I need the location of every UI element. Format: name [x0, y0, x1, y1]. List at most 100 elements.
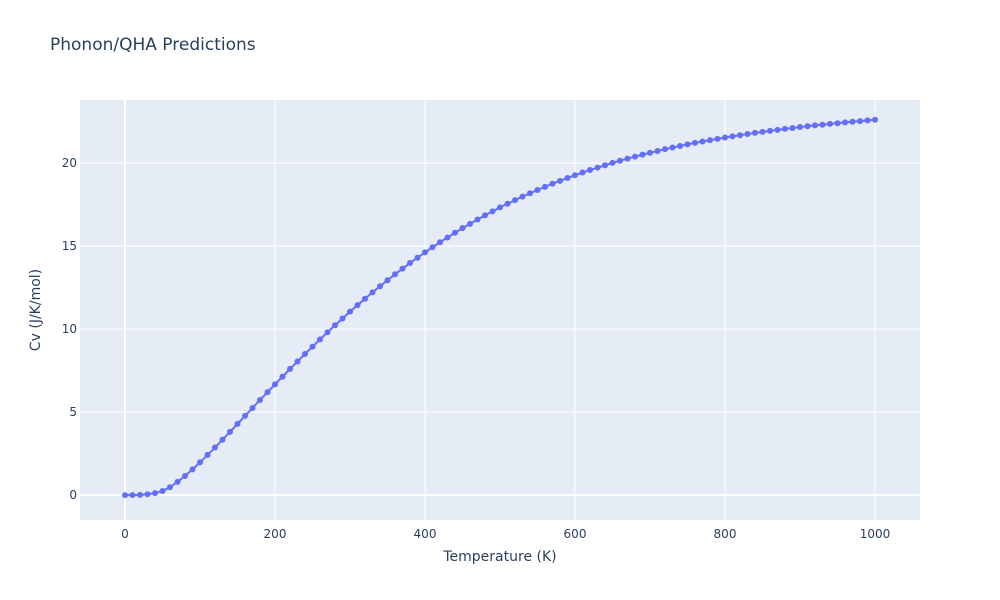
data-point: [249, 404, 256, 411]
data-point: [287, 365, 293, 372]
data-point: [654, 147, 661, 154]
data-point: [782, 125, 788, 132]
data-point: [819, 121, 826, 128]
data-point: [534, 186, 541, 193]
y-tick-label: 0: [69, 488, 77, 502]
data-point: [347, 308, 353, 315]
y-tick-labels: 0 5 10 15 20: [62, 156, 77, 502]
x-tick-labels: 0 200 400 600 800 1000: [121, 527, 890, 541]
data-point: [489, 208, 496, 215]
data-point: [572, 172, 578, 179]
chart-title: Phonon/QHA Predictions: [50, 35, 256, 55]
data-point: [594, 164, 601, 171]
data-point: [212, 444, 218, 451]
data-point: [527, 190, 533, 197]
data-point: [632, 153, 638, 160]
x-tick-label: 400: [414, 527, 437, 541]
data-point: [234, 420, 241, 427]
data-point: [392, 271, 398, 278]
data-point: [827, 120, 833, 127]
data-point: [774, 126, 781, 133]
data-point: [332, 322, 338, 329]
data-point: [602, 162, 608, 169]
data-point: [399, 265, 406, 272]
y-tick-label: 15: [62, 239, 77, 253]
data-point: [752, 129, 758, 136]
data-point: [482, 212, 488, 219]
data-point: [414, 254, 421, 261]
data-point: [744, 131, 751, 138]
data-point: [647, 149, 653, 156]
data-point: [609, 159, 616, 166]
data-point: [167, 484, 173, 491]
data-point: [452, 229, 458, 236]
y-tick-label: 20: [62, 156, 77, 170]
data-point: [137, 491, 143, 498]
data-point: [722, 134, 728, 141]
data-point: [204, 451, 211, 458]
data-point: [549, 180, 556, 187]
data-point: [587, 167, 593, 174]
data-point: [767, 127, 773, 134]
plot-area: [80, 100, 920, 520]
data-point: [617, 157, 623, 164]
data-point: [182, 473, 188, 480]
data-point: [152, 490, 158, 497]
data-point: [377, 283, 383, 290]
data-point: [257, 396, 263, 403]
data-point: [339, 315, 346, 322]
data-point: [542, 183, 548, 190]
data-point: [692, 139, 698, 146]
data-point: [639, 151, 646, 158]
data-point: [294, 358, 301, 365]
x-tick-label: 600: [564, 527, 587, 541]
y-axis-title: Cv (J/K/mol): [28, 269, 44, 351]
data-point: [429, 244, 436, 251]
data-point: [714, 135, 721, 142]
data-point: [789, 125, 796, 132]
data-point: [872, 116, 878, 123]
data-point: [729, 133, 736, 140]
data-point: [677, 142, 683, 149]
y-tick-label: 5: [69, 405, 77, 419]
data-point: [579, 169, 586, 176]
data-point: [497, 204, 503, 211]
data-point: [849, 118, 856, 125]
data-point: [737, 132, 743, 139]
data-point: [279, 373, 286, 380]
data-point: [864, 117, 871, 124]
x-tick-label: 0: [121, 527, 129, 541]
data-point: [669, 144, 676, 151]
data-point: [144, 491, 151, 498]
data-point: [804, 123, 811, 130]
data-point: [384, 277, 391, 284]
data-point: [227, 428, 233, 435]
x-tick-label: 200: [264, 527, 287, 541]
data-point: [812, 122, 818, 129]
data-point: [264, 389, 271, 396]
x-tick-label: 1000: [860, 527, 891, 541]
y-tick-label: 10: [62, 322, 77, 336]
data-point: [857, 118, 863, 125]
data-point: [504, 200, 511, 207]
data-point: [684, 141, 691, 148]
data-point: [564, 175, 571, 182]
data-point: [122, 492, 128, 499]
data-point: [467, 220, 473, 227]
data-point: [272, 381, 278, 388]
data-point: [317, 336, 323, 343]
data-point: [444, 234, 451, 241]
data-point: [309, 343, 316, 350]
data-point: [354, 302, 361, 309]
data-point: [407, 260, 413, 267]
data-point: [437, 239, 443, 246]
data-point: [759, 128, 766, 135]
data-point: [624, 155, 631, 162]
data-point: [324, 329, 331, 336]
data-point: [197, 459, 203, 466]
data-point: [459, 225, 466, 232]
data-point: [834, 120, 841, 127]
data-point: [242, 412, 248, 419]
data-point: [699, 138, 706, 145]
